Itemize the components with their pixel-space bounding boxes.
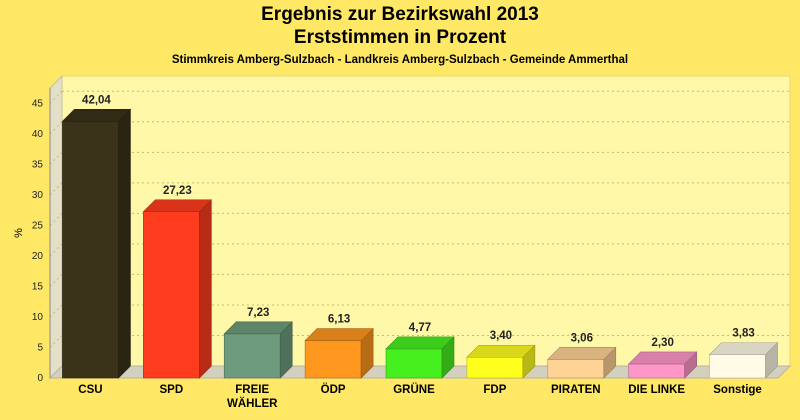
x-tick-label: GRÜNE: [393, 383, 435, 396]
bar-8: [628, 363, 685, 379]
y-tick-label: 45: [32, 98, 44, 109]
bar-top-3: [223, 321, 293, 335]
bar-top-5: [385, 336, 455, 350]
x-tick-label: DIE LINKE: [628, 384, 685, 396]
bar-top-7: [547, 347, 617, 360]
chart-subtitle: Stimmkreis Amberg-Sulzbach - Landkreis A…: [171, 54, 629, 66]
x-tick-label: WÄHLER: [227, 397, 278, 410]
y-tick-label: 0: [37, 373, 43, 384]
x-tick-label: Sonstige: [713, 384, 762, 396]
bar-top-2: [142, 199, 213, 213]
bar-top-6: [466, 344, 536, 358]
y-tick-label: 30: [32, 190, 44, 201]
bar-2: [143, 211, 200, 379]
bar-top-9: [708, 342, 779, 355]
data-label: 7,23: [247, 307, 269, 319]
x-tick-label: FDP: [483, 384, 506, 396]
x-tick-label: PIRATEN: [551, 384, 601, 396]
bar-4: [304, 340, 362, 379]
bar-top-8: [627, 351, 698, 365]
x-tick-label: FREIE: [235, 384, 269, 396]
data-label: 3,40: [490, 330, 512, 342]
y-tick-label: 25: [32, 220, 44, 231]
data-label: 3,83: [732, 328, 754, 340]
data-label: 2,30: [651, 337, 673, 349]
chart-title-line-2: Erststimmen in Prozent: [293, 27, 507, 48]
bar-top-1: [61, 109, 132, 122]
bar-side-1: [118, 108, 131, 379]
bar-7: [547, 359, 605, 379]
bar-5: [385, 348, 443, 379]
plot-side-wall: [49, 74, 63, 380]
data-label: 3,06: [571, 332, 593, 344]
y-axis-label: %: [13, 228, 25, 238]
data-label: 42,04: [82, 94, 111, 106]
x-tick-label: SPD: [160, 384, 184, 396]
data-label: 6,13: [328, 314, 350, 326]
y-tick-label: 20: [32, 251, 44, 262]
bar-9: [709, 354, 766, 379]
bar-top-4: [304, 328, 374, 341]
bar-1: [62, 121, 119, 379]
y-tick-label: 35: [32, 159, 44, 170]
bar-side-2: [199, 199, 212, 379]
y-tick-label: 10: [32, 312, 44, 323]
bar-3: [223, 333, 281, 379]
bar-6: [466, 356, 524, 379]
x-tick-label: CSU: [78, 384, 102, 396]
data-label: 4,77: [409, 322, 431, 334]
y-tick-label: 5: [37, 342, 43, 353]
data-label: 27,23: [163, 185, 192, 197]
plot-area: 0 5 10 15 20 25 30 35 40 45% 42,04 CSU 27,23 SPD 7,23 F…: [13, 74, 792, 410]
y-tick-label: 40: [32, 129, 44, 140]
y-tick-label: 15: [32, 281, 44, 292]
chart-title: Ergebnis zur Bezirkswahl 2013: [261, 4, 539, 25]
x-tick-label: ÖDP: [321, 383, 346, 396]
